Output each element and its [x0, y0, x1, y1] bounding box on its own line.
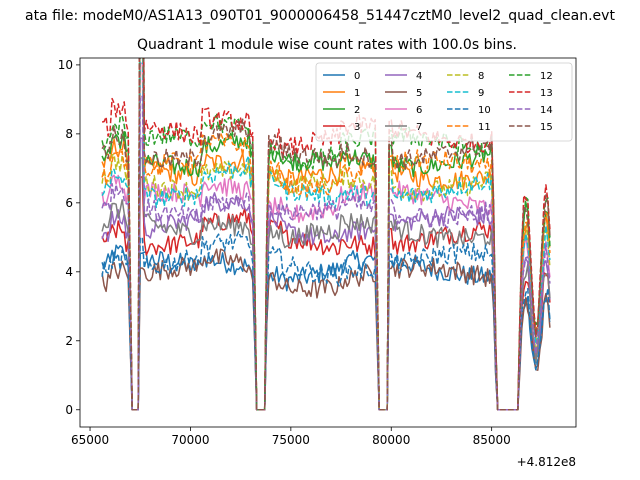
- x-tick-label: 65000: [71, 433, 109, 447]
- legend-label-1: 1: [354, 88, 360, 99]
- plot-area-frame: [79, 57, 577, 428]
- series-line-7: [101, 157, 551, 411]
- legend-label-2: 2: [354, 105, 360, 116]
- legend-label-5: 5: [416, 88, 422, 99]
- series-line-14: [101, 95, 551, 411]
- legend-label-13: 13: [540, 88, 553, 99]
- legend-label-9: 9: [478, 88, 484, 99]
- series-line-8: [101, 58, 551, 411]
- legend-label-10: 10: [478, 105, 491, 116]
- x-axis-ticks: 65000 70000 75000 80000 85000: [71, 427, 511, 447]
- legend-label-3: 3: [354, 122, 360, 133]
- legend-label-6: 6: [416, 105, 422, 116]
- y-tick-label: 4: [65, 265, 73, 279]
- series-layer: [101, 58, 551, 411]
- x-tick-label: 80000: [372, 433, 410, 447]
- y-tick-label: 2: [65, 334, 73, 348]
- figure-suptitle: ata file: modeM0/AS1A13_090T01_900000645…: [25, 8, 615, 24]
- series-line-5: [101, 248, 551, 411]
- x-tick-label: 85000: [473, 433, 511, 447]
- legend-label-7: 7: [416, 122, 422, 133]
- legend-label-8: 8: [478, 71, 484, 82]
- y-tick-label: 0: [65, 403, 73, 417]
- y-tick-label: 10: [58, 58, 73, 72]
- series-line-10: [101, 230, 551, 411]
- series-line-11: [101, 58, 551, 411]
- legend-label-0: 0: [354, 71, 360, 82]
- series-line-4: [101, 137, 551, 411]
- series-line-1: [101, 58, 551, 411]
- legend-label-4: 4: [416, 71, 422, 82]
- y-axis-ticks: 0 2 4 6 8 10: [58, 58, 80, 417]
- legend-label-12: 12: [540, 71, 553, 82]
- series-line-0: [101, 244, 551, 411]
- legend-frame: [315, 62, 573, 142]
- x-tick-label: 70000: [171, 433, 209, 447]
- y-tick-label: 6: [65, 196, 73, 210]
- chart-title: Quadrant 1 module wise count rates with …: [137, 37, 517, 53]
- series-line-15: [101, 58, 551, 411]
- legend-label-14: 14: [540, 105, 553, 116]
- series-line-3: [101, 176, 551, 411]
- x-tick-label: 75000: [272, 433, 310, 447]
- legend-label-15: 15: [540, 122, 553, 133]
- y-tick-label: 8: [65, 127, 73, 141]
- legend-label-11: 11: [478, 122, 491, 133]
- series-line-6: [101, 62, 551, 411]
- x-axis-offset-label: +4.812e8: [517, 455, 576, 469]
